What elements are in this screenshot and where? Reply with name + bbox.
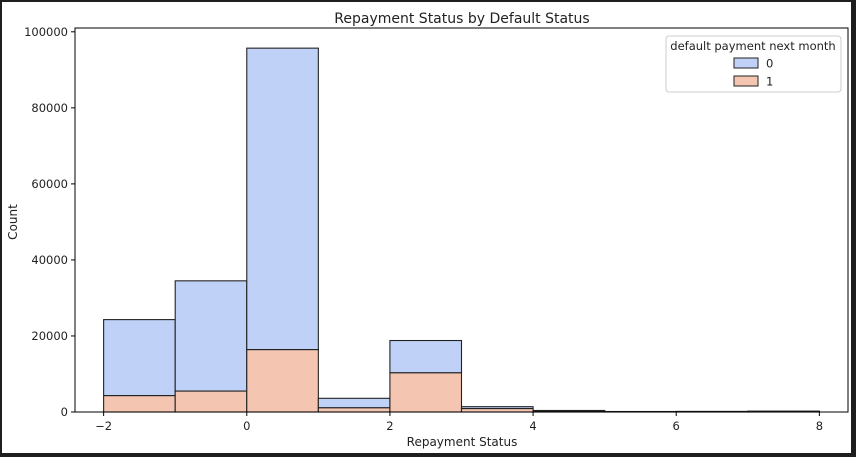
y-axis-label: Count — [6, 204, 20, 240]
x-axis-ticks: −2 0 2 4 6 8 — [95, 412, 823, 433]
x-tick-label: −2 — [95, 419, 112, 433]
bars-group — [103, 47, 820, 413]
bar-series-1-bin-5 — [460, 408, 534, 413]
y-tick-label: 80000 — [31, 101, 68, 115]
chart-frame: Repayment Status by Default Status −2 0 2 4… — [2, 2, 851, 453]
bar-series-1-bin-1 — [174, 390, 248, 413]
y-tick-label: 40000 — [31, 253, 68, 267]
x-tick-label: 8 — [816, 419, 823, 433]
legend-swatch-0 — [733, 57, 759, 69]
legend-swatch-1 — [733, 75, 759, 87]
legend-label-0: 0 — [766, 57, 773, 71]
bar-series-1-bin-4 — [389, 372, 463, 413]
bar-series-1-bin-0 — [103, 395, 176, 413]
y-axis-ticks: 0 20000 40000 60000 80000 100000 — [24, 25, 75, 419]
y-tick-label: 20000 — [31, 329, 68, 343]
bar-series-0-bin-0 — [103, 319, 176, 397]
legend-label-1: 1 — [766, 75, 773, 89]
legend-items: 01 — [733, 57, 773, 89]
chart-title: Repayment Status by Default Status — [334, 11, 589, 27]
bar-series-0-bin-3 — [317, 397, 391, 409]
x-tick-label: 6 — [673, 419, 680, 433]
y-tick-label: 100000 — [24, 25, 68, 39]
legend: default payment next month 01 — [665, 35, 842, 93]
x-tick-label: 4 — [529, 419, 536, 433]
legend-title: default payment next month — [670, 39, 835, 53]
bar-series-1-bin-3 — [317, 407, 391, 413]
x-tick-label: 2 — [386, 419, 393, 433]
y-tick-label: 60000 — [31, 177, 68, 191]
y-tick-label: 0 — [61, 405, 68, 419]
histogram-chart: Repayment Status by Default Status −2 0 2 4… — [6, 11, 849, 449]
bar-series-1-bin-2 — [246, 349, 319, 413]
plot-area-frame — [74, 27, 849, 413]
bar-series-0-bin-2 — [246, 47, 319, 351]
x-tick-label: 0 — [243, 419, 250, 433]
bar-series-0-bin-4 — [389, 339, 463, 374]
bar-series-0-bin-1 — [174, 280, 248, 392]
x-axis-label: Repayment Status — [407, 435, 518, 449]
